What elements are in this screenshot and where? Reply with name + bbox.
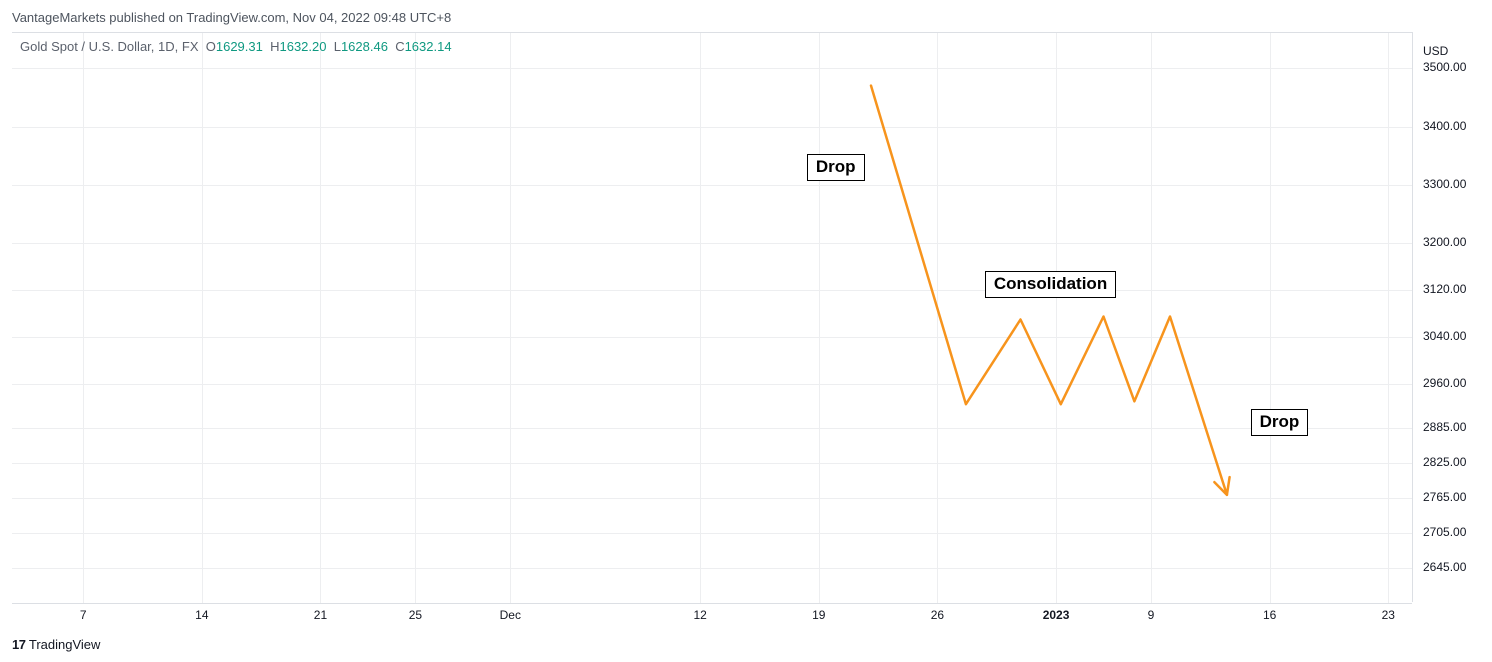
y-tick-label: 2705.00 <box>1423 525 1466 539</box>
y-axis[interactable]: USD 3500.00 3400.00 3300.00 3200.00 3120.00 3… <box>1412 32 1481 602</box>
y-tick-label: 2825.00 <box>1423 455 1466 469</box>
x-tick-label: 25 <box>409 608 422 622</box>
x-tick-label: 12 <box>693 608 706 622</box>
x-tick-label: 7 <box>80 608 87 622</box>
y-tick-label: 3300.00 <box>1423 177 1466 191</box>
x-tick-label: Dec <box>500 608 521 622</box>
x-tick-label: 16 <box>1263 608 1276 622</box>
y-tick-label: 3500.00 <box>1423 60 1466 74</box>
tradingview-logo-icon: 17 <box>12 637 25 652</box>
y-tick-label: 2885.00 <box>1423 420 1466 434</box>
y-tick-label: 2765.00 <box>1423 490 1466 504</box>
y-tick-label: 3040.00 <box>1423 329 1466 343</box>
publish-info: VantageMarkets published on TradingView.… <box>12 10 451 25</box>
tradingview-name: TradingView <box>29 637 101 652</box>
y-tick-label: 3400.00 <box>1423 119 1466 133</box>
symbol-exchange: FX <box>182 39 199 54</box>
x-tick-label: 2023 <box>1043 608 1070 622</box>
ohlc-c-value: 1632.14 <box>405 39 452 54</box>
tradingview-branding: 17 TradingView <box>12 637 100 652</box>
symbol-interval: 1D <box>158 39 175 54</box>
x-tick-label: 14 <box>195 608 208 622</box>
y-tick-label: 2645.00 <box>1423 560 1466 574</box>
ohlc-l-value: 1628.46 <box>341 39 388 54</box>
x-axis[interactable]: 7 14 21 25 Dec 12 19 26 2023 9 16 23 <box>12 602 1412 630</box>
y-tick-label: 3200.00 <box>1423 235 1466 249</box>
symbol-name: Gold Spot / U.S. Dollar <box>20 39 151 54</box>
x-tick-label: 9 <box>1148 608 1155 622</box>
x-tick-label: 21 <box>314 608 327 622</box>
ohlc-c-label: C <box>395 39 404 54</box>
ohlc-o-value: 1629.31 <box>216 39 263 54</box>
x-tick-label: 26 <box>931 608 944 622</box>
x-tick-label: 19 <box>812 608 825 622</box>
x-tick-label: 23 <box>1382 608 1395 622</box>
annotation-label[interactable]: Drop <box>807 154 865 181</box>
y-axis-unit: USD <box>1423 44 1448 58</box>
annotation-label[interactable]: Drop <box>1251 409 1309 436</box>
y-tick-label: 2960.00 <box>1423 376 1466 390</box>
ohlc-o-label: O <box>206 39 216 54</box>
chart-plot-area[interactable]: Gold Spot / U.S. Dollar, 1D, FX O1629.31… <box>12 32 1412 604</box>
symbol-info: Gold Spot / U.S. Dollar, 1D, FX O1629.31… <box>20 39 452 54</box>
y-tick-label: 3120.00 <box>1423 282 1466 296</box>
price-path <box>12 33 1412 603</box>
ohlc-h-value: 1632.20 <box>279 39 326 54</box>
ohlc-l-label: L <box>334 39 341 54</box>
annotation-label[interactable]: Consolidation <box>985 271 1116 298</box>
